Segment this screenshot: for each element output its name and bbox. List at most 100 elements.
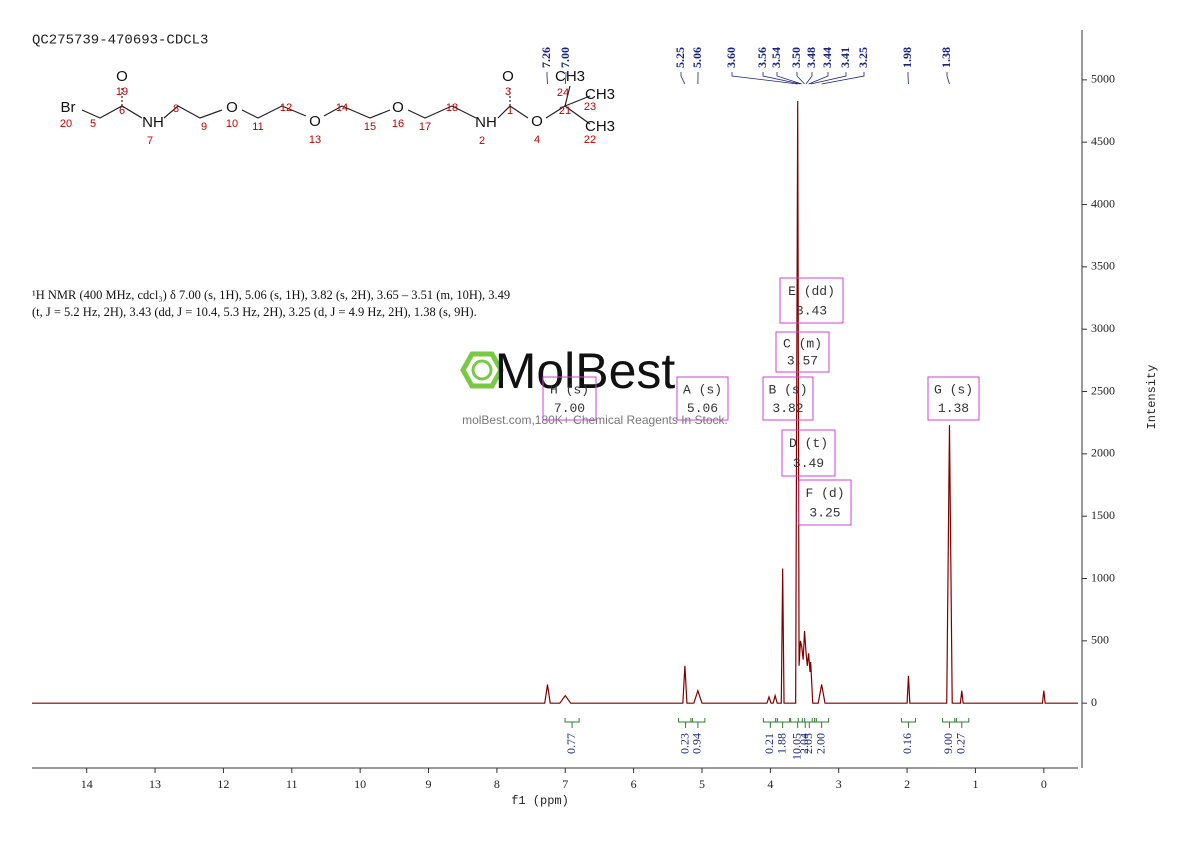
multiplet-box <box>779 277 844 324</box>
multiplet-label: G (s) <box>934 382 973 397</box>
integral-label: 10.05 <box>789 733 803 760</box>
x-axis-label: f1 (ppm) <box>511 794 569 808</box>
x-tick-label: 14 <box>81 777 93 791</box>
nmr-text: ¹H NMR (400 MHz, cdcl₃) δ 7.00 (s, 1H), … <box>32 288 510 302</box>
y-tick-label: 5000 <box>1091 72 1115 86</box>
x-tick-label: 1 <box>972 777 978 791</box>
integral-label: 1.88 <box>774 733 788 754</box>
peak-label: 3.48 <box>804 47 818 68</box>
integral-bracket <box>775 718 791 728</box>
integral-label: 0.21 <box>762 733 776 754</box>
x-tick-label: 0 <box>1041 777 1047 791</box>
atom-label: CH3 <box>555 68 585 85</box>
atom-label: O <box>226 99 238 116</box>
integral-label: 0.77 <box>564 733 578 754</box>
x-tick-label: 7 <box>562 777 568 791</box>
x-tick-label: 8 <box>494 777 500 791</box>
peak-label: 3.25 <box>856 47 870 68</box>
atom-label: O <box>392 99 404 116</box>
peak-leader <box>564 72 567 85</box>
multiplet-shift: 7.00 <box>554 401 585 416</box>
atom-number: 24 <box>557 87 569 99</box>
x-tick-label: 4 <box>767 777 773 791</box>
atom-label: NH <box>475 114 497 131</box>
integral-label: 9.00 <box>941 733 955 754</box>
atom-number: 20 <box>60 118 72 130</box>
integral-bracket <box>814 718 830 728</box>
multiplet-label: E (dd) <box>788 284 835 299</box>
multiplet-label: F (d) <box>805 486 844 501</box>
atom-number: 10 <box>226 118 238 130</box>
x-tick-label: 3 <box>836 777 842 791</box>
atom-number: 22 <box>584 134 596 146</box>
integral-bracket <box>900 718 916 728</box>
x-tick-label: 12 <box>217 777 229 791</box>
atom-number: 21 <box>559 105 571 117</box>
multiplet-label: B (s) <box>768 382 807 397</box>
y-tick-label: 3500 <box>1091 259 1115 273</box>
integral-label: 2.00 <box>813 733 827 754</box>
atom-number: 6 <box>119 105 125 117</box>
peak-label: 7.26 <box>539 47 553 68</box>
integral-label: 0.94 <box>690 733 704 754</box>
y-tick-label: 1500 <box>1091 508 1115 522</box>
multiplet-shift: 3.49 <box>793 456 824 471</box>
integral-bracket <box>801 718 817 728</box>
x-tick-label: 6 <box>631 777 637 791</box>
watermark: MolBest <box>495 343 676 399</box>
atom-number: 15 <box>364 121 376 133</box>
multiplet-box <box>927 376 980 421</box>
atom-number: 12 <box>280 102 292 114</box>
atom-number: 18 <box>446 102 458 114</box>
peak-leader <box>731 72 798 85</box>
y-tick-label: 2000 <box>1091 446 1115 460</box>
y-axis-label: Intensity <box>1145 365 1159 430</box>
watermark-logo <box>460 351 504 389</box>
multiplet-box <box>781 429 836 477</box>
atom-number: 17 <box>419 121 431 133</box>
integral-bracket <box>954 718 970 728</box>
peak-label: 3.56 <box>755 47 769 68</box>
nmr-text: (t, J = 5.2 Hz, 2H), 3.43 (dd, J = 10.4,… <box>32 305 477 319</box>
atom-label: O <box>309 113 321 130</box>
peak-leader <box>821 72 865 85</box>
atom-number: 11 <box>252 121 263 133</box>
structure-bonds <box>81 85 591 125</box>
y-tick-label: 500 <box>1091 633 1109 647</box>
multiplet-box <box>676 376 729 421</box>
atom-label: O <box>116 68 128 85</box>
multiplet-box <box>798 479 852 526</box>
multiplet-shift: 3.25 <box>809 505 840 520</box>
multiplet-label: C (m) <box>783 336 822 351</box>
atom-number: 13 <box>309 134 321 146</box>
atom-label: CH3 <box>585 118 615 135</box>
integral-label: 2.05 <box>801 733 815 754</box>
peak-leader <box>776 72 802 85</box>
integral-label: 0.27 <box>954 733 968 754</box>
x-tick-label: 2 <box>904 777 910 791</box>
y-tick-label: 4000 <box>1091 196 1115 210</box>
y-tick-label: 1000 <box>1091 570 1115 584</box>
atom-label: Br <box>61 99 76 116</box>
peak-label: 3.54 <box>769 47 783 68</box>
x-tick-label: 13 <box>149 777 161 791</box>
atom-number: 16 <box>392 118 404 130</box>
multiplet-shift: 3.82 <box>772 401 803 416</box>
integral-label: 0.23 <box>677 733 691 754</box>
peak-label: 5.06 <box>690 47 704 68</box>
atom-number: 8 <box>173 103 179 115</box>
atom-label: O <box>502 68 514 85</box>
x-tick-label: 10 <box>354 777 366 791</box>
y-tick-label: 3000 <box>1091 321 1115 335</box>
multiplet-shift: 1.38 <box>938 401 969 416</box>
atom-number: 5 <box>90 118 96 130</box>
x-tick-label: 5 <box>699 777 705 791</box>
integral-label: 2.04 <box>797 733 811 754</box>
multiplet-box <box>762 376 814 421</box>
multiplet-box <box>775 331 830 373</box>
peak-leader <box>810 72 847 85</box>
peak-label: 3.44 <box>820 47 834 68</box>
atom-number: 23 <box>584 101 596 113</box>
multiplet-shift: 3.57 <box>787 354 818 369</box>
